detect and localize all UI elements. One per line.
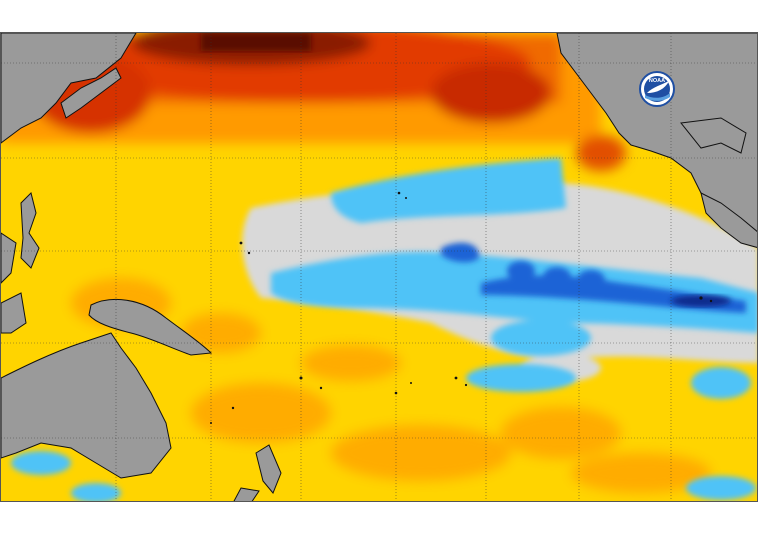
new-guinea-land xyxy=(88,298,213,356)
hotspot-core xyxy=(201,33,311,51)
coldest-core xyxy=(671,295,731,307)
southern-warm-patches xyxy=(71,278,711,493)
pacific-ocean-map xyxy=(1,33,757,501)
land-masses xyxy=(1,33,757,501)
japan-land xyxy=(60,67,122,119)
asia-land xyxy=(1,33,137,144)
southeast-asia-land xyxy=(1,232,17,284)
new-zealand-land xyxy=(255,444,282,494)
central-america-land xyxy=(700,192,757,248)
pacific-islands xyxy=(210,191,713,424)
philippines-land xyxy=(20,192,40,269)
sst-anomaly-map: NOAA xyxy=(0,32,758,502)
new-zealand-south xyxy=(233,487,260,501)
florida-land xyxy=(680,117,747,154)
borneo-land xyxy=(1,292,27,334)
noaa-logo-icon: NOAA xyxy=(639,71,675,107)
australia-land xyxy=(1,332,172,479)
graticule xyxy=(1,33,757,501)
southwest-cool-patches xyxy=(11,451,756,501)
noaa-logo-text: NOAA xyxy=(649,78,665,84)
